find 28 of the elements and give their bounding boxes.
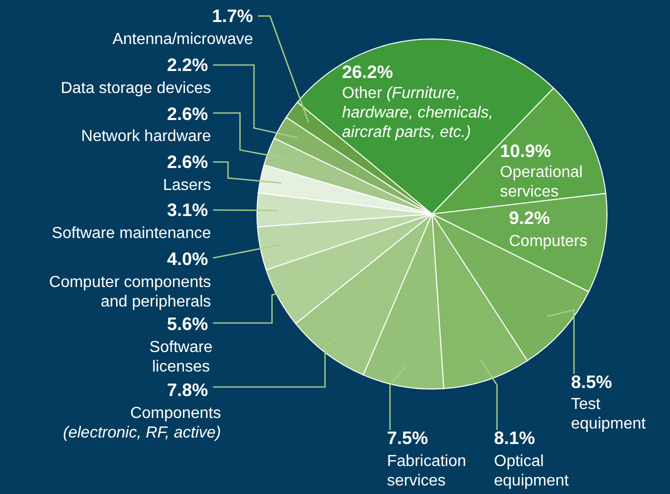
slice-label: Optical equipment [494,453,570,490]
data-label: 7.5% [387,428,428,448]
data-label: 8.5% [571,372,612,392]
slice-label: Computer components and peripherals [49,274,211,310]
data-label: 2.6% [166,104,208,124]
slice-label: Test equipment [571,396,646,432]
data-label: 1.7% [212,6,253,26]
data-label: 2.6% [166,152,208,172]
data-label: 3.1% [166,200,208,220]
slice-label: Fabrication services [387,453,466,490]
data-label: 10.9% [500,141,552,161]
slice-label: Antenna/microwave [112,31,254,48]
slice-label: Lasers [162,177,211,194]
data-label: 5.6% [166,314,208,334]
data-label: 9.2% [509,208,550,228]
slice-label: Computers [509,233,588,250]
slice-label: Operational services [500,164,583,200]
category-label: Other (Furniture, hardware, chemicals, aircraft parts, etc.) [342,85,494,141]
data-label: 26.2% [342,62,394,82]
slice-label: Software licenses [149,339,213,376]
slice-label: Components (electronic, RF, active) [63,405,221,442]
data-label: 2.2% [166,55,208,75]
slice-label: Data storage devices [60,80,211,97]
slice-label: Software maintenance [52,225,212,242]
data-label: 4.0% [166,249,208,269]
slice-label: Network hardware [81,128,212,145]
data-label: 8.1% [494,428,536,448]
data-label: 7.8% [166,380,208,400]
